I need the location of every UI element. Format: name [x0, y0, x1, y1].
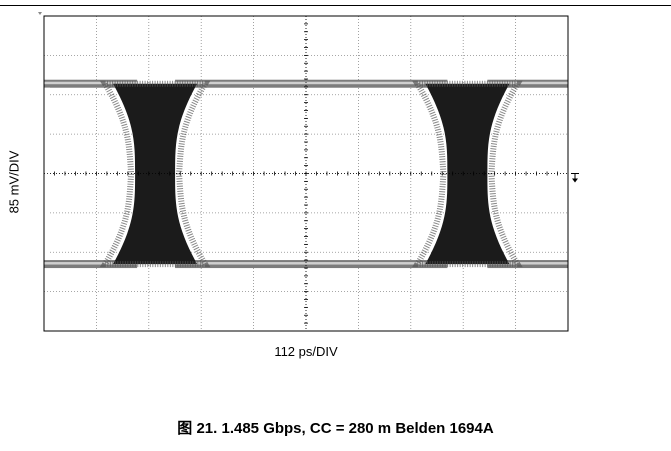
top-rule: [0, 5, 671, 6]
trigger-marker-top-icon: [38, 12, 42, 15]
figure-caption: 图 21. 1.485 Gbps, CC = 280 m Belden 1694…: [177, 420, 494, 437]
ground-marker-arrow-icon: [572, 178, 578, 183]
eye-upper-rail-core: [44, 81, 138, 85]
eye-crossing-right-fuzz: [412, 80, 523, 268]
markers: [38, 12, 579, 332]
eye-lower-rail-core: [487, 262, 568, 265]
eye-crossing-left-fuzz: [99, 80, 211, 268]
eye-upper-rail-core: [175, 81, 448, 85]
plot-frame: [43, 15, 569, 332]
y-axis-label: 85 mV/DIV: [6, 150, 22, 214]
eye-lower-rail-core: [175, 262, 448, 265]
x-axis-label: 112 ps/DIV: [274, 344, 338, 359]
eye-upper-rail-core: [487, 81, 568, 85]
eye-lower-rail-core: [44, 262, 138, 265]
